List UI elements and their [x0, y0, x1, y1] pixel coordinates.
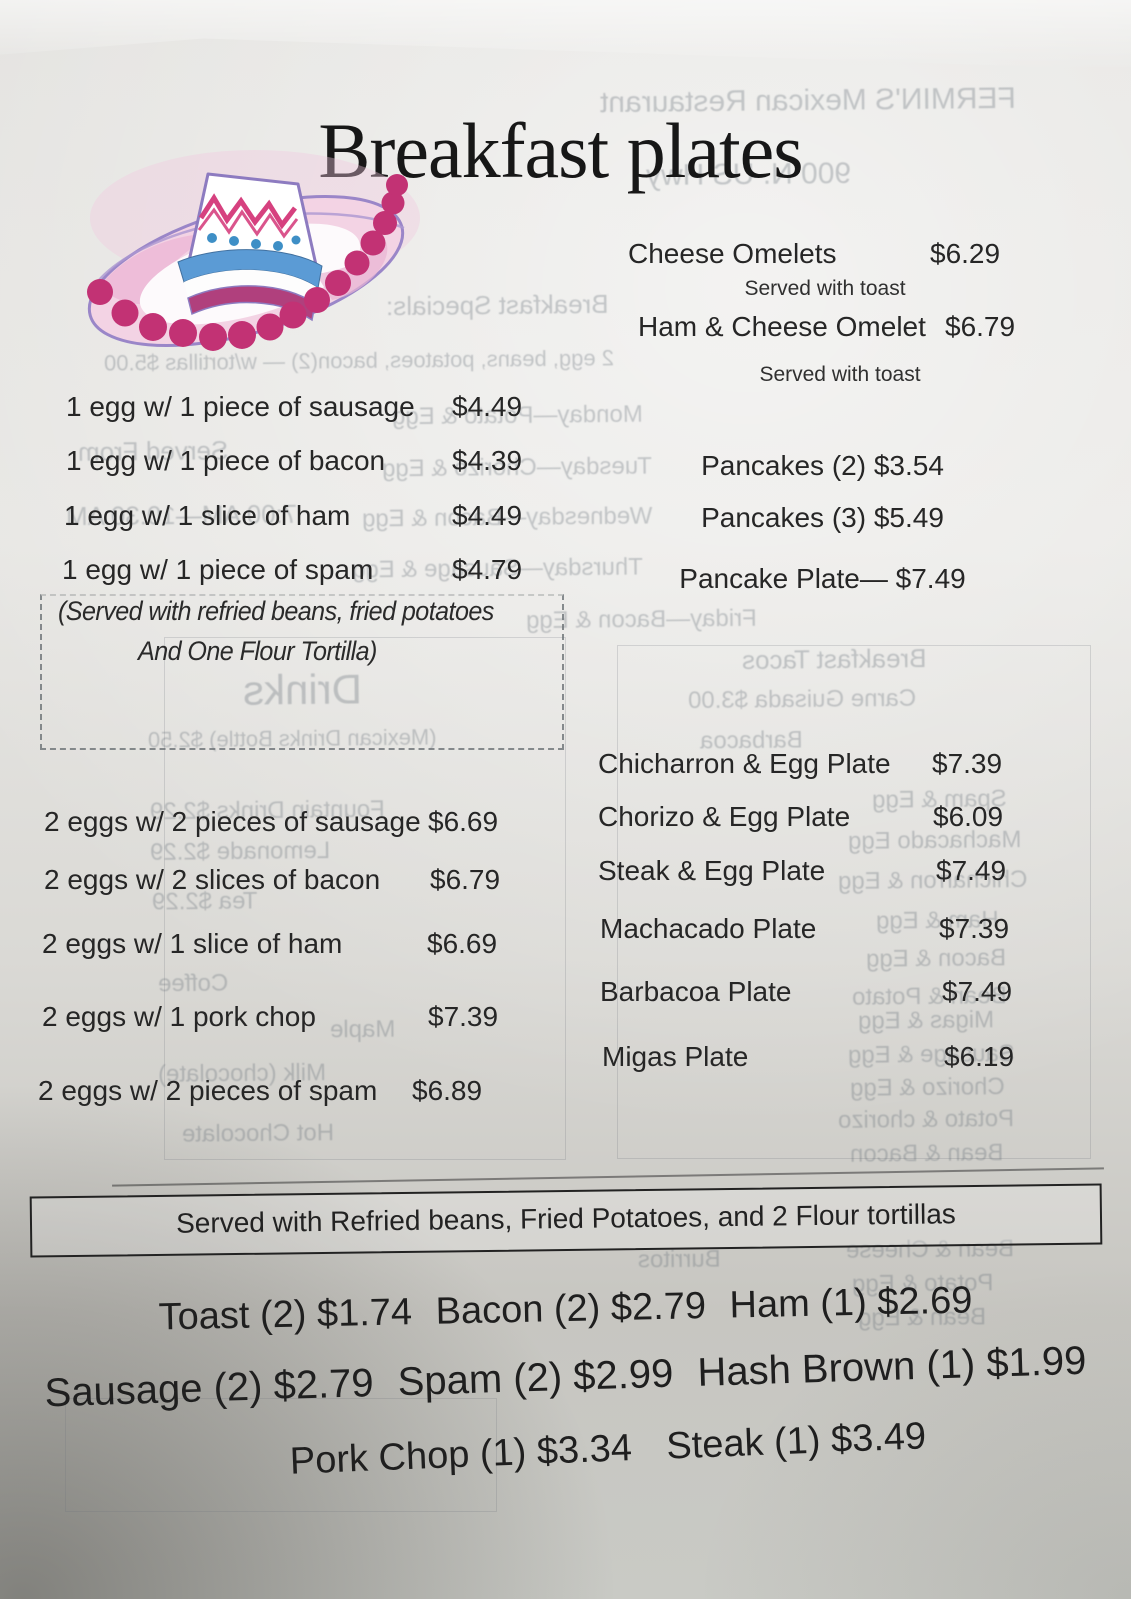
item-name: Spam (2): [397, 1355, 563, 1405]
ghost-text: Bean & Bacon: [849, 1139, 1004, 1168]
item-price: $2.79: [610, 1285, 707, 1330]
ghost-text: Chorizo & Egg: [849, 1073, 1005, 1102]
item-price: $1.99: [985, 1338, 1088, 1386]
item-name: Barbacoa Plate: [600, 976, 792, 1007]
item-name: Steak & Egg Plate: [598, 855, 826, 886]
ghost-text: Maple: [329, 1015, 396, 1044]
section-footnote: (Served with refried beans, fried potato…: [58, 596, 494, 626]
item-name: 1 egg w/ 1 slice of ham: [64, 500, 351, 531]
item-name: Chicharron & Egg Plate: [598, 748, 891, 779]
item-name: Migas Plate: [602, 1041, 749, 1072]
extras-line: Sausage (2) $2.79 Spam (2) $2.99 Hash Br…: [0, 1337, 1131, 1418]
scan-line-artifact: [112, 1167, 1104, 1187]
item-name: Steak (1): [665, 1419, 822, 1468]
item-name: Ham & Cheese Omelet: [638, 311, 926, 342]
item-name: 2 eggs w/ 2 slices of bacon: [44, 864, 381, 895]
item-price: $7.39: [428, 1001, 499, 1032]
item-price: $4.49: [452, 391, 523, 422]
item-name: Bacon (2): [435, 1287, 601, 1333]
ghost-box: [65, 1398, 497, 1512]
item-note: Served with toast: [759, 363, 921, 386]
ghost-text: Breakfast Tacos: [741, 643, 927, 675]
dashed-selection-artifact: [40, 594, 564, 750]
item-price: $7.49: [895, 563, 966, 594]
sombrero-icon: [87, 150, 420, 351]
sombrero-pompoms: [87, 174, 408, 351]
extras-line: Toast (2) $1.74 Bacon (2) $2.79 Ham (1) …: [0, 1276, 1131, 1343]
item-name: Pork Chop (1): [289, 1431, 528, 1483]
item-price: $4.79: [452, 554, 523, 585]
item-price: $4.49: [452, 500, 523, 531]
item-name: 1 egg w/ 1 piece of bacon: [66, 445, 386, 476]
item-price: $6.89: [412, 1075, 483, 1106]
item-price: $6.09: [933, 801, 1004, 832]
item-price: $3.54: [873, 450, 944, 481]
item-name: 2 eggs w/ 2 pieces of sausage: [44, 806, 421, 837]
item-price: $6.69: [428, 806, 499, 837]
menu-item: Pancakes (2) $3.54: [625, 450, 1020, 482]
ghost-text: Potato & chorizo: [837, 1105, 1015, 1134]
item-price: $6.69: [427, 928, 498, 959]
item-price: $2.99: [572, 1351, 675, 1399]
menu-item: Pancake Plate— $7.49: [625, 563, 1020, 595]
item-name: Cheese Omelets: [628, 238, 837, 269]
sombrero-crown: [186, 172, 320, 276]
item-name: Machacado Plate: [600, 913, 817, 944]
item-name: Toast (2): [158, 1293, 307, 1339]
ghost-text: Migas & Egg: [857, 1006, 995, 1035]
item-price: $4.39: [452, 445, 523, 476]
item-name: Pancakes (2): [701, 450, 867, 481]
ghost-text: Bacon & Egg: [865, 944, 1007, 973]
item-name: Hash Brown (1): [696, 1342, 976, 1395]
item-price: $6.29: [930, 238, 1001, 269]
item-price: $3.34: [536, 1427, 633, 1473]
item-price: $1.74: [316, 1291, 413, 1336]
item-name: Pancake Plate—: [679, 563, 888, 594]
item-price: $6.79: [945, 311, 1016, 342]
ghost-box: [164, 637, 566, 1160]
item-name: 1 egg w/ 1 piece of sausage: [66, 391, 415, 422]
item-price: $7.49: [942, 976, 1013, 1007]
item-name: 1 egg w/ 1 piece of spam: [62, 554, 374, 585]
item-name: 2 eggs w/ 1 slice of ham: [42, 928, 343, 959]
item-price: $2.79: [272, 1361, 375, 1409]
item-price: $7.39: [939, 913, 1010, 944]
ghost-text: Carne Guisada $3.00: [687, 684, 917, 715]
item-price: $3.49: [830, 1415, 927, 1462]
ghost-box: [617, 645, 1091, 1159]
menu-item: Pancakes (3) $5.49: [625, 502, 1020, 534]
item-name: Sausage (2): [43, 1364, 264, 1416]
item-name: Pancakes (3): [701, 502, 867, 533]
section-footnote: And One Flour Tortilla): [138, 636, 377, 666]
ghost-text: Lemonade $2.29: [149, 837, 331, 866]
item-name: Chorizo & Egg Plate: [598, 801, 851, 832]
banner-text: Served with Refried beans, Fried Potatoe…: [175, 1198, 956, 1239]
sombrero-hatband: [177, 249, 323, 322]
item-price: $2.69: [876, 1279, 973, 1324]
item-price: $7.39: [932, 748, 1003, 779]
item-name: 2 eggs w/ 1 pork chop: [42, 1001, 316, 1032]
item-note: Served with toast: [744, 277, 906, 300]
ghost-text: Coffee: [157, 969, 229, 998]
ghost-text: Hot Chocolate: [181, 1119, 335, 1148]
item-price: $6.79: [430, 864, 501, 895]
item-name: 2 eggs w/ 2 pieces of spam: [38, 1075, 378, 1106]
item-price: $7.49: [936, 855, 1007, 886]
item-price: $6.19: [944, 1041, 1015, 1072]
item-name: Ham (1): [729, 1281, 868, 1327]
item-price: $5.49: [873, 502, 944, 533]
